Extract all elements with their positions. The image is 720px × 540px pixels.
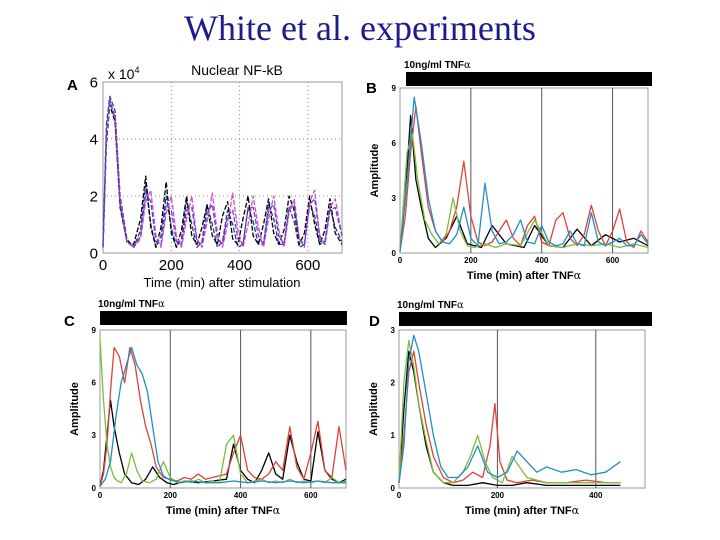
x-tick-label: 200 [464,256,478,265]
panel-label: C [64,313,75,330]
y-axis-label: Amplitude [368,382,380,436]
x-tick-label: 0 [98,491,103,500]
x-tick-label: 400 [535,256,549,265]
y-tick-label: 0 [92,484,97,493]
y-axis-label: Amplitude [69,382,81,436]
y-tick-label: 0 [392,249,397,258]
y-tick-label: 4 [90,131,98,148]
series-line-green [398,339,621,484]
x-tick-label: 200 [159,257,184,274]
x-tick-label: 400 [227,257,252,274]
stimulus-bar [406,72,652,86]
y-tick-label: 2 [90,188,98,205]
chart-panel-a: A 0 200 400 600 0 2 4 6 x 104 Nuclear NF-kB Time (m… [67,62,343,290]
y-tick-label: 6 [392,139,397,148]
x-tick-label: 400 [234,491,248,500]
series-line-black [398,350,621,487]
x-tick-label: 0 [99,257,107,274]
plot-frame [102,81,343,254]
plot-frame [399,87,649,254]
plot-frame [99,329,347,489]
chart-panel-d: D 10ng/ml TNFα 0 200 400 0 1 2 3 Time (min) after… [368,300,652,517]
y-tick-label: 3 [391,326,396,335]
chart-panel-c: C 10ng/ml TNFα 0 200 400 600 0 3 6 9 Time (min) af… [64,299,347,517]
y-tick-label: 3 [92,431,97,440]
x-tick-label: 200 [491,491,505,500]
x-tick-label: 0 [397,491,402,500]
x-tick-label: 600 [304,491,318,500]
y-tick-label: 9 [92,326,97,335]
series-line-blue [99,346,346,487]
series-line-purple [102,98,343,248]
x-tick-label: 600 [295,257,320,274]
stimulus-bar [399,312,652,326]
x-axis-label: Time (min) after TNFα [467,269,582,282]
chart-title: Nuclear NF-kB [191,62,283,78]
stimulus-label: 10ng/ml TNFα [98,299,165,310]
x-axis-label: Time (min) after stimulation [144,275,301,290]
x-axis-label: Time (min) after TNFα [166,504,281,517]
series-line-red [99,346,347,487]
y-tick-label: 3 [392,194,397,203]
series-line-magenta [102,101,343,248]
series-line-black [99,399,347,487]
y-tick-label: 9 [392,84,397,93]
x-tick-label: 200 [164,491,178,500]
y-axis-label: Amplitude [369,144,381,198]
y-tick-label: 2 [391,378,396,387]
y-tick-label: 0 [391,484,396,493]
series-line-black [102,104,343,248]
y-tick-label: 6 [92,378,97,387]
y-tick-label: 0 [90,245,98,262]
panel-label: B [366,80,377,97]
y-tick-label: 6 [90,74,98,91]
x-axis-label: Time (min) after TNFα [465,504,580,517]
series-line-blue [399,96,649,252]
y-multiplier: x 104 [108,65,139,82]
stimulus-label: 10ng/ml TNFα [404,60,471,71]
chart-panel-b: B 10ng/ml TNFα 0 200 400 600 0 3 6 9 Time (min) af… [366,60,652,282]
x-tick-label: 0 [398,256,403,265]
plot-frame [398,329,646,489]
series-line-blue [398,334,621,483]
panel-label: D [369,313,380,330]
series-line-black [399,114,649,252]
series-line-navy [102,95,343,248]
slide-title: White et al. experiments [184,8,536,48]
stimulus-label: 10ng/ml TNFα [397,300,464,311]
y-tick-label: 1 [391,431,396,440]
stimulus-bar [100,311,347,325]
x-tick-label: 400 [589,491,603,500]
series-line-green [399,133,649,252]
panel-label: A [67,77,78,94]
x-tick-label: 600 [606,256,620,265]
